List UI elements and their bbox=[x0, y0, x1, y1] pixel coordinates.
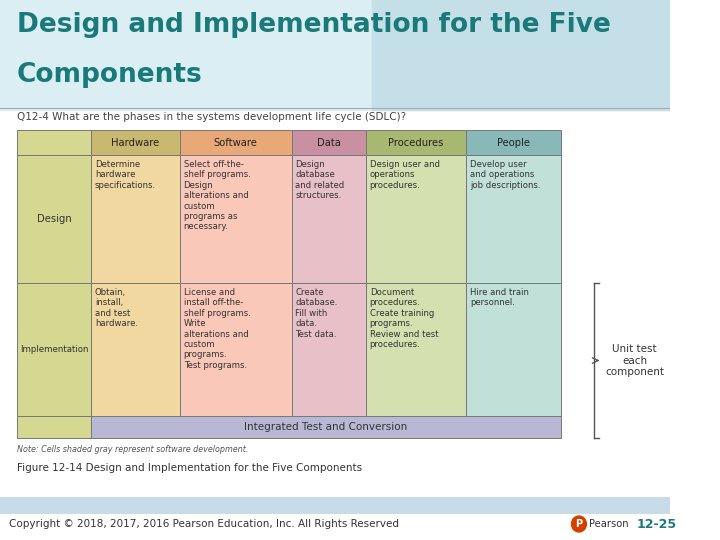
Bar bbox=[17, 283, 91, 416]
Bar bbox=[0, 497, 670, 514]
Bar bbox=[91, 155, 180, 283]
Text: Components: Components bbox=[17, 62, 202, 88]
Bar bbox=[91, 130, 180, 155]
Bar bbox=[466, 130, 561, 155]
Text: Data: Data bbox=[317, 138, 341, 147]
Text: Implementation: Implementation bbox=[19, 345, 89, 354]
Text: Develop user
and operations
job descriptions.: Develop user and operations job descript… bbox=[470, 160, 540, 190]
Text: Select off-the-
shelf programs.
Design
alterations and
custom
programs as
necess: Select off-the- shelf programs. Design a… bbox=[184, 160, 251, 232]
Bar bbox=[17, 155, 91, 283]
Text: Note: Cells shaded gray represent software development.: Note: Cells shaded gray represent softwa… bbox=[17, 445, 248, 454]
Text: Integrated Test and Conversion: Integrated Test and Conversion bbox=[244, 422, 408, 432]
Text: Figure 12-14 Design and Implementation for the Five Components: Figure 12-14 Design and Implementation f… bbox=[17, 463, 362, 473]
Text: Design and Implementation for the Five: Design and Implementation for the Five bbox=[17, 12, 611, 38]
Text: Unit test
each
component: Unit test each component bbox=[605, 344, 664, 377]
Bar bbox=[91, 416, 561, 438]
Text: Obtain,
install,
and test
hardware.: Obtain, install, and test hardware. bbox=[95, 288, 138, 328]
Bar bbox=[292, 283, 366, 416]
Bar bbox=[91, 283, 180, 416]
Bar bbox=[180, 283, 292, 416]
Text: Copyright © 2018, 2017, 2016 Pearson Education, Inc. All Rights Reserved: Copyright © 2018, 2017, 2016 Pearson Edu… bbox=[9, 519, 400, 529]
Bar bbox=[372, 0, 670, 110]
Bar bbox=[292, 130, 366, 155]
Bar bbox=[466, 283, 561, 416]
Bar bbox=[366, 155, 466, 283]
Text: Design: Design bbox=[37, 214, 71, 224]
Bar bbox=[180, 155, 292, 283]
Bar bbox=[17, 130, 91, 155]
Bar bbox=[180, 130, 292, 155]
Bar bbox=[466, 155, 561, 283]
Text: Hire and train
personnel.: Hire and train personnel. bbox=[470, 288, 528, 307]
Text: Design
database
and related
structures.: Design database and related structures. bbox=[295, 160, 344, 200]
Text: Software: Software bbox=[214, 138, 258, 147]
Text: P: P bbox=[575, 519, 582, 529]
Text: Determine
hardware
specifications.: Determine hardware specifications. bbox=[95, 160, 156, 190]
Text: Procedures: Procedures bbox=[388, 138, 444, 147]
Text: Pearson: Pearson bbox=[589, 519, 629, 529]
Bar bbox=[0, 0, 670, 110]
Bar bbox=[17, 416, 91, 438]
Text: People: People bbox=[497, 138, 530, 147]
Text: Q12-4 What are the phases in the systems development life cycle (SDLC)?: Q12-4 What are the phases in the systems… bbox=[17, 112, 406, 122]
Bar bbox=[366, 130, 466, 155]
Bar bbox=[366, 283, 466, 416]
Text: Design user and
operations
procedures.: Design user and operations procedures. bbox=[369, 160, 440, 190]
Text: Create
database.
Fill with
data.
Test data.: Create database. Fill with data. Test da… bbox=[295, 288, 338, 339]
Text: Document
procedures.
Create training
programs.
Review and test
procedures.: Document procedures. Create training pro… bbox=[369, 288, 438, 349]
Text: Hardware: Hardware bbox=[112, 138, 160, 147]
Bar bbox=[292, 155, 366, 283]
Text: License and
install off-the-
shelf programs.
Write
alterations and
custom
progra: License and install off-the- shelf progr… bbox=[184, 288, 251, 370]
Text: 12-25: 12-25 bbox=[636, 517, 676, 530]
Circle shape bbox=[572, 516, 586, 532]
